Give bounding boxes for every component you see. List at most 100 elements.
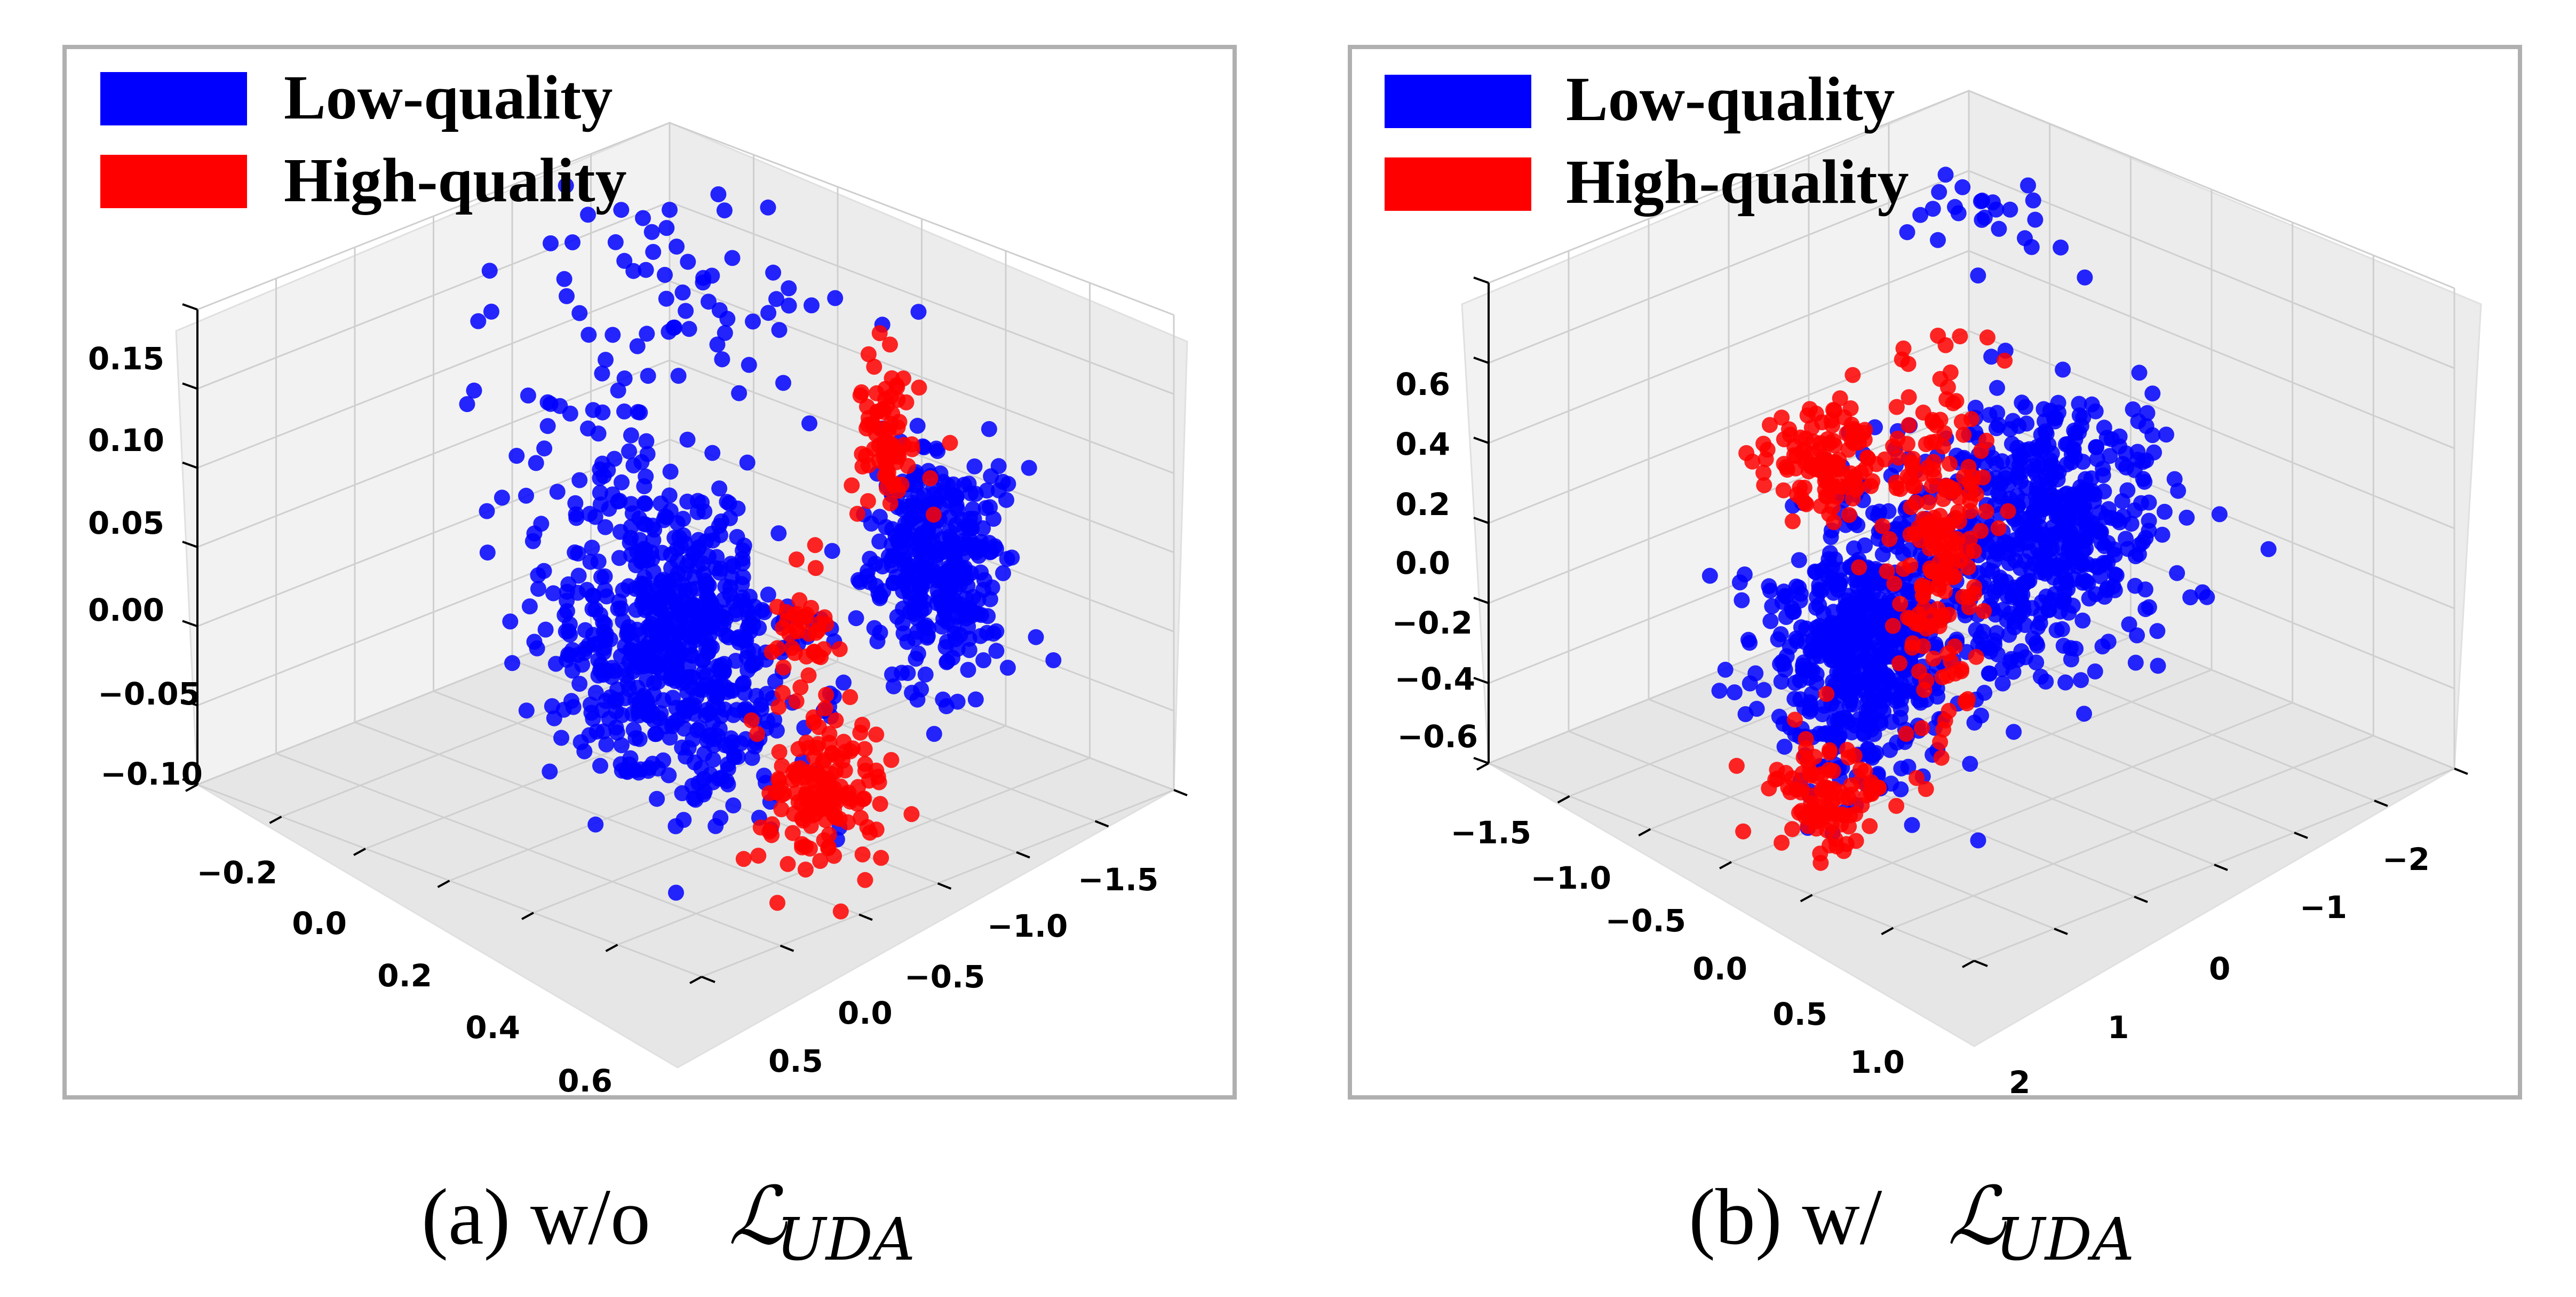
scatter-point <box>1784 513 1801 529</box>
scatter-point <box>731 385 748 401</box>
scatter-point <box>1852 761 1869 778</box>
scatter-point <box>760 305 777 321</box>
scatter-point <box>2136 473 2153 490</box>
y-tick: 0.0 <box>838 995 893 1031</box>
scatter-point <box>1859 449 1875 466</box>
z-tick: 0.6 <box>1395 366 1450 402</box>
scatter-point <box>1970 832 1986 849</box>
scatter-point <box>689 606 706 623</box>
scatter-point <box>861 410 877 426</box>
scatter-point <box>584 540 600 556</box>
scatter-point <box>882 336 898 353</box>
scatter-point <box>621 653 638 670</box>
scatter-point <box>902 604 918 620</box>
scatter-point <box>669 239 685 255</box>
axis-tick-mark <box>858 913 873 921</box>
scatter-point <box>545 585 562 602</box>
scatter-point <box>766 711 783 728</box>
scatter-point <box>617 690 633 707</box>
scatter-point <box>836 674 852 691</box>
scatter-point <box>1792 691 1809 708</box>
scatter-point <box>768 291 784 307</box>
scatter-point <box>2089 521 2105 537</box>
scatter-point <box>1974 192 1991 209</box>
scatter-point <box>1990 520 2007 536</box>
scatter-point <box>988 643 1005 659</box>
axis-tick-mark <box>182 382 198 390</box>
axis-tick-mark <box>1473 517 1489 524</box>
scatter-point <box>640 368 656 384</box>
scatter-point <box>949 693 966 710</box>
scatter-point <box>1762 417 1778 433</box>
scatter-point <box>682 647 698 663</box>
scatter-point <box>658 290 674 307</box>
scatter-point <box>2050 394 2066 411</box>
scatter-point <box>2141 523 2157 539</box>
scatter-point <box>681 321 697 337</box>
scatter-point <box>1836 409 1853 426</box>
scatter-point <box>1782 638 1798 655</box>
scatter-point <box>876 434 892 450</box>
scatter-point <box>1859 693 1876 709</box>
scatter-point <box>966 458 983 474</box>
scatter-point <box>1776 739 1793 755</box>
panel-b-points <box>1702 167 2277 871</box>
scatter-point <box>686 569 703 586</box>
scatter-point <box>812 853 829 869</box>
scatter-point <box>900 458 916 474</box>
scatter-point <box>928 440 944 457</box>
scatter-point <box>2073 672 2089 689</box>
scatter-point <box>1755 464 1772 481</box>
scatter-point <box>1909 770 1925 786</box>
scatter-point <box>2076 706 2092 722</box>
scatter-point <box>530 567 546 583</box>
scatter-point <box>2030 619 2046 636</box>
scatter-point <box>1784 821 1800 837</box>
scatter-point <box>719 494 735 510</box>
scatter-point <box>798 787 815 804</box>
scatter-point <box>869 633 886 650</box>
scatter-point <box>2154 526 2170 543</box>
scatter-point <box>2030 541 2046 558</box>
scatter-point <box>1933 749 1950 766</box>
x-tick: 0.0 <box>1692 951 1747 987</box>
scatter-point <box>1834 789 1851 805</box>
scatter-point <box>577 622 593 638</box>
scatter-point <box>1962 503 1978 519</box>
scatter-point <box>2045 526 2061 543</box>
scatter-point <box>1844 367 1861 383</box>
scatter-point <box>614 474 630 491</box>
scatter-point <box>629 621 645 638</box>
scatter-point <box>903 806 920 823</box>
scatter-point <box>610 493 626 510</box>
scatter-point <box>2002 201 2018 218</box>
scatter-point <box>1779 462 1795 478</box>
scatter-point <box>1814 562 1830 579</box>
scatter-point <box>2029 453 2045 469</box>
scatter-point <box>645 244 662 260</box>
scatter-point <box>616 370 633 386</box>
scatter-point <box>965 501 981 517</box>
scatter-point <box>873 850 889 866</box>
scatter-point <box>750 848 767 864</box>
scatter-point <box>2053 239 2069 256</box>
scatter-point <box>2036 401 2052 417</box>
scatter-point <box>627 762 643 779</box>
scatter-point <box>741 618 757 634</box>
scatter-point <box>1822 742 1838 758</box>
scatter-point <box>800 667 817 684</box>
scatter-point <box>1862 818 1878 834</box>
panel-a-x-ticks: −0.2 0.0 0.2 0.4 0.6 <box>197 855 613 1099</box>
axis-tick-mark <box>780 944 794 952</box>
panel-b-legend: Low-quality High-quality <box>1385 64 1909 217</box>
scatter-point <box>1844 656 1861 673</box>
scatter-point <box>1792 592 1808 609</box>
scatter-point <box>2095 461 2111 477</box>
scatter-point <box>1851 559 1867 575</box>
scatter-point <box>1764 598 1780 614</box>
gridline <box>1968 90 2455 289</box>
scatter-point <box>895 625 912 642</box>
scatter-point <box>479 544 496 561</box>
scatter-point <box>623 427 639 444</box>
scatter-point <box>2080 575 2096 591</box>
